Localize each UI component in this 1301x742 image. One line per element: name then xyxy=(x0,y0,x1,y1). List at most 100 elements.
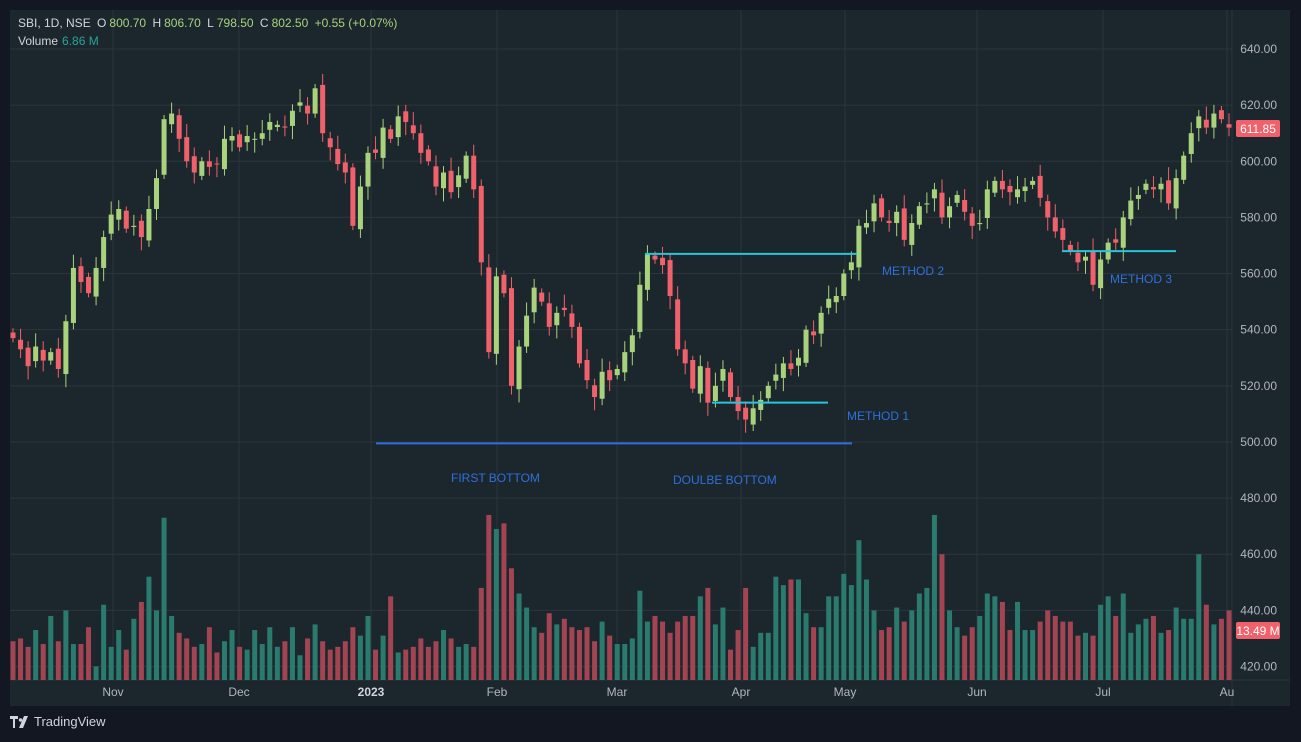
candle-body xyxy=(977,223,983,225)
volume-bar xyxy=(206,627,212,680)
y-tick-label: 540.00 xyxy=(1240,323,1277,337)
candle-body xyxy=(1158,183,1164,190)
volume-bar xyxy=(1128,632,1134,680)
volume-bar xyxy=(931,514,937,680)
x-tick-label: Feb xyxy=(487,685,508,699)
volume-bar xyxy=(894,607,900,680)
candle-body xyxy=(1196,116,1202,129)
candle-body xyxy=(675,299,681,350)
volume-bar xyxy=(977,615,983,680)
candle-body xyxy=(592,385,598,398)
open-value: 800.70 xyxy=(109,16,147,30)
candle-body xyxy=(1135,194,1141,199)
candle-body xyxy=(237,134,243,148)
candle-body xyxy=(116,208,122,220)
candle-body xyxy=(289,110,295,126)
volume-bar xyxy=(576,630,582,680)
candle-body xyxy=(48,352,54,361)
last-volume-tag-bg xyxy=(1236,622,1280,639)
volume-bar xyxy=(1060,621,1066,680)
volume-bar xyxy=(33,630,39,680)
volume-bar xyxy=(25,646,31,680)
candle-body xyxy=(1045,201,1051,218)
volume-bar xyxy=(629,638,635,680)
volume-bar xyxy=(592,641,598,680)
volume-bar xyxy=(1203,604,1209,680)
price-axis[interactable]: 640.00 620.00 600.00 580.00 560.00 540.00 520.… xyxy=(1240,42,1277,674)
volume-bar xyxy=(131,618,137,680)
volume-bar xyxy=(176,632,182,680)
candle-body xyxy=(297,102,303,106)
volume-bar xyxy=(735,630,741,680)
volume-bar xyxy=(954,627,960,680)
volume-bar xyxy=(441,630,447,680)
candle-body xyxy=(206,161,212,167)
candle-body xyxy=(780,363,786,378)
volume-bar xyxy=(486,514,492,680)
candle-body xyxy=(486,267,492,353)
volume-bar xyxy=(456,646,462,680)
candle-body xyxy=(508,288,514,386)
candle-body xyxy=(493,276,499,354)
candle-body xyxy=(886,220,892,224)
candle-body xyxy=(70,267,76,323)
volume-bar xyxy=(818,627,824,680)
y-tick-label: 460.00 xyxy=(1240,547,1277,561)
symbol-legend[interactable]: SBI, 1D, NSE O 800.70 H 806.70 L 798.50 C 80… xyxy=(18,16,400,30)
volume-bar xyxy=(531,627,537,680)
candle-body xyxy=(1166,180,1172,204)
candle-body xyxy=(637,284,643,332)
last-price-tag: 611.85 xyxy=(1240,122,1276,136)
candle-body xyxy=(101,237,107,268)
candle-body xyxy=(607,370,613,381)
candle-body xyxy=(274,124,280,128)
open-label: O xyxy=(97,16,107,30)
volume-bar xyxy=(199,644,205,680)
volume-bar xyxy=(305,638,311,680)
candle-body xyxy=(697,366,703,394)
candle-body xyxy=(410,125,416,134)
volume-legend[interactable]: Volume 6.86 M xyxy=(18,34,99,48)
volume-bar xyxy=(493,528,499,680)
candle-body xyxy=(327,138,333,148)
volume-bar xyxy=(1150,615,1156,680)
candle-body xyxy=(1218,110,1224,120)
volume-bar xyxy=(138,601,144,680)
candle-body xyxy=(984,189,990,218)
volume-bar xyxy=(962,635,968,680)
candle-body xyxy=(380,127,386,158)
chart-frame[interactable] xyxy=(10,10,1290,706)
time-axis[interactable]: Nov Dec 2023 Feb Mar Apr May Jun Jul Au xyxy=(102,685,1234,699)
volume-bar xyxy=(1173,607,1179,680)
candle-body xyxy=(1075,252,1081,263)
volume-bar xyxy=(1196,554,1202,680)
candle-body xyxy=(501,274,507,294)
candle-body xyxy=(644,253,650,290)
candle-body xyxy=(229,136,235,141)
candle-body xyxy=(1181,155,1187,180)
candle-body xyxy=(456,175,462,188)
volume-bar xyxy=(108,646,114,680)
volume-bar xyxy=(886,627,892,680)
candle-body xyxy=(969,213,975,226)
volume-bar xyxy=(282,641,288,680)
candle-body xyxy=(123,210,129,229)
candle-body xyxy=(652,255,658,260)
volume-bar xyxy=(1082,632,1088,680)
volume-bar xyxy=(244,649,250,680)
volume-bar xyxy=(335,646,341,680)
candle-body xyxy=(40,349,46,361)
volume-bar xyxy=(667,632,673,680)
volume-bar xyxy=(357,635,363,680)
symbol-label[interactable]: SBI, 1D, NSE xyxy=(18,16,91,30)
volume-bar xyxy=(750,646,756,680)
volume-bar xyxy=(969,627,975,680)
candle-body xyxy=(1113,239,1119,243)
volume-bar xyxy=(584,627,590,680)
candle-body xyxy=(1120,217,1126,248)
candle-body xyxy=(720,368,726,381)
volume-bar xyxy=(380,635,386,680)
candle-body xyxy=(728,372,734,398)
volume-bar xyxy=(1015,601,1021,680)
